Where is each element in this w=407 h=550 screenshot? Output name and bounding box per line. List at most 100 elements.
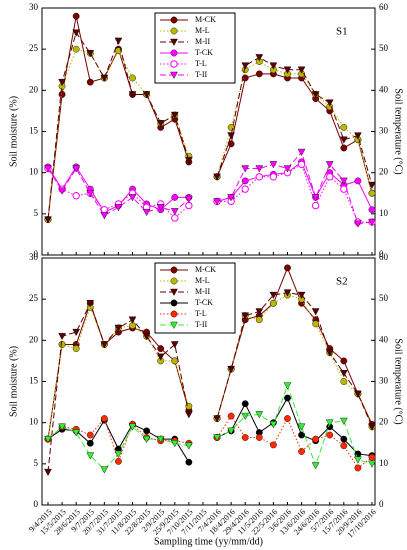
marker [325,419,334,427]
series-line [47,301,190,440]
marker [311,462,320,470]
marker [227,140,235,148]
marker [284,415,291,422]
marker [340,144,348,152]
marker [58,78,66,87]
legend-label: M-L [195,276,210,285]
marker [297,148,306,157]
marker [311,194,320,202]
marker [312,320,320,328]
marker [340,357,348,365]
y-tick-label: 25 [29,293,39,303]
y2-axis-label: Soil temperature (°C) [393,338,404,424]
y2-tick-label: 40 [379,334,389,344]
y2-tick-label: 0 [379,249,384,259]
marker [171,214,179,222]
marker [283,165,292,173]
marker [241,434,249,441]
marker [185,157,193,165]
marker [283,66,292,74]
marker [269,299,277,307]
marker [269,421,278,429]
y2-tick-label: 0 [379,499,384,509]
marker [297,291,306,299]
marker [44,468,52,476]
marker [86,190,95,198]
marker [72,29,81,37]
marker [156,435,165,444]
marker [213,434,221,442]
series-line [216,56,373,186]
series-line [216,292,373,427]
marker [354,220,362,228]
marker [58,333,66,341]
y-tick-label: 30 [29,252,39,262]
marker [269,291,278,299]
marker [114,450,123,458]
marker [368,206,376,214]
legend-label: T-CK [195,48,213,57]
marker [185,201,193,210]
y2-tick-label: 20 [379,417,389,427]
marker [100,415,108,422]
marker [284,264,291,272]
marker [339,136,348,144]
marker [354,464,362,472]
y-tick-label: 30 [29,2,39,12]
marker [114,37,123,45]
marker [114,324,123,332]
marker [156,204,165,212]
marker [311,91,320,99]
legend-label: T-II [195,320,207,329]
marker [283,382,292,390]
y-tick-label: 15 [29,126,39,136]
y-tick-label: 25 [29,43,39,53]
legend-label: T-CK [195,298,213,307]
marker [326,173,334,181]
series-line [47,167,190,217]
marker [227,412,235,420]
marker [339,417,348,425]
marker [227,194,235,202]
legend-box [154,12,236,84]
legend-label: M-L [195,26,210,35]
marker [255,70,263,78]
marker [115,47,122,55]
marker [354,456,362,464]
marker [368,453,376,461]
marker [298,448,305,455]
marker [213,415,221,423]
legend-box [154,262,236,334]
marker [128,423,137,431]
legend-label: M-CK [195,15,216,24]
marker [269,62,278,70]
series-line [47,417,189,463]
marker [72,429,81,437]
legend-label: T-L [195,309,207,318]
marker [312,435,320,443]
y2-tick-label: 60 [379,2,389,12]
marker [325,349,334,357]
marker [142,91,151,99]
series-line [216,384,373,468]
x-axis-label: Sampling time (yy/mm/dd) [154,536,263,547]
marker [100,212,109,220]
marker [311,201,320,210]
marker [241,177,249,185]
marker [170,16,178,24]
marker [269,161,278,169]
marker [157,345,165,352]
marker [128,194,137,202]
marker [86,50,95,58]
marker [213,198,221,206]
marker [170,266,178,274]
marker [283,289,292,297]
y2-axis-label: Soil temperature (°C) [393,88,404,174]
marker [185,195,193,203]
marker [339,370,348,378]
marker [86,431,94,439]
marker [129,74,136,82]
y-tick-label: 5 [34,208,39,218]
marker [170,310,178,318]
